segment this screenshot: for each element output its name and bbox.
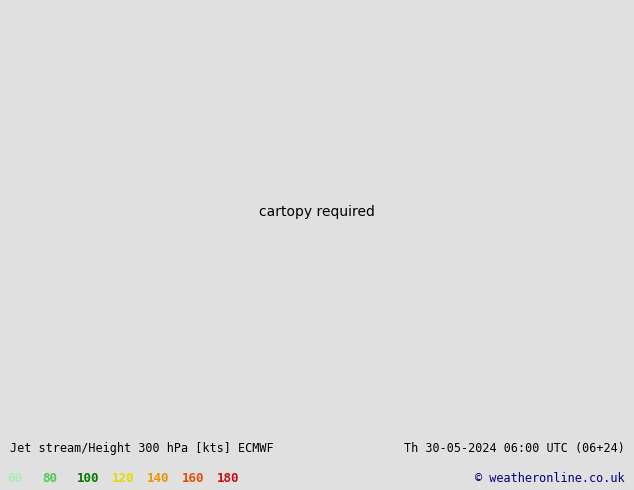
Text: 180: 180 bbox=[217, 472, 239, 485]
Text: cartopy required: cartopy required bbox=[259, 205, 375, 219]
Text: 80: 80 bbox=[42, 472, 58, 485]
Text: © weatheronline.co.uk: © weatheronline.co.uk bbox=[475, 472, 624, 485]
Text: 100: 100 bbox=[77, 472, 100, 485]
Text: 160: 160 bbox=[182, 472, 204, 485]
Text: Th 30-05-2024 06:00 UTC (06+24): Th 30-05-2024 06:00 UTC (06+24) bbox=[404, 442, 624, 455]
Text: 120: 120 bbox=[112, 472, 134, 485]
Text: Jet stream/Height 300 hPa [kts] ECMWF: Jet stream/Height 300 hPa [kts] ECMWF bbox=[10, 442, 273, 455]
Text: 60: 60 bbox=[8, 472, 23, 485]
Text: 140: 140 bbox=[147, 472, 169, 485]
